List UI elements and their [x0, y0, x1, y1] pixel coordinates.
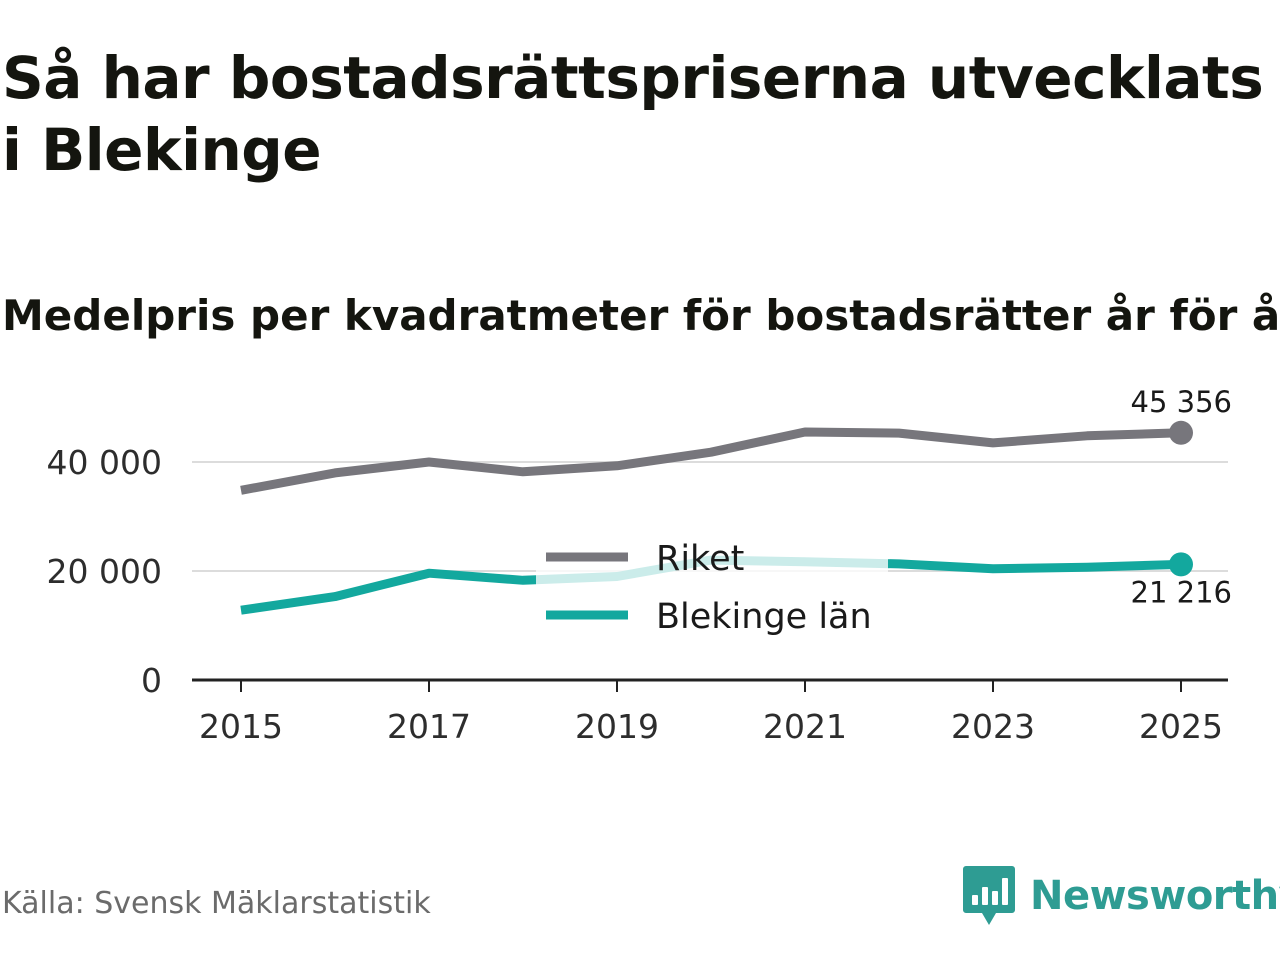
- end-label-riket: 45 356: [1131, 385, 1232, 419]
- x-tick-label-2015: 2015: [199, 707, 283, 746]
- y-tick-label-0: 0: [141, 661, 162, 700]
- series-line-riket: [240, 427, 1182, 495]
- x-tick-label-2023: 2023: [951, 707, 1035, 746]
- end-marker-blekinge: [1169, 552, 1193, 577]
- y-tick-label-40000: 40 000: [47, 443, 162, 482]
- chart-subtitle: Medelpris per kvadratmeter för bostadsrä…: [2, 291, 1280, 340]
- x-tick-label-2019: 2019: [575, 707, 659, 746]
- source-note: Källa: Svensk Mäklarstatistik: [2, 886, 431, 921]
- page-title: Så har bostadsrättspriserna utvecklats i…: [2, 44, 1264, 184]
- newsworthy-logo-icon: [963, 866, 1015, 925]
- end-label-blekinge: 21 216: [1131, 575, 1232, 609]
- legend-label-riket: Riket: [656, 539, 744, 579]
- end-marker-riket: [1169, 420, 1193, 445]
- x-tick-label-2017: 2017: [387, 707, 471, 746]
- legend-label-blekinge: Blekinge län: [656, 597, 872, 637]
- brand-name: Newsworthy: [1030, 873, 1280, 919]
- brand-logo: Newsworthy: [962, 864, 1280, 928]
- x-tick-label-2021: 2021: [763, 707, 847, 746]
- y-tick-label-20000: 20 000: [47, 552, 162, 591]
- x-tick-label-2025: 2025: [1139, 707, 1223, 746]
